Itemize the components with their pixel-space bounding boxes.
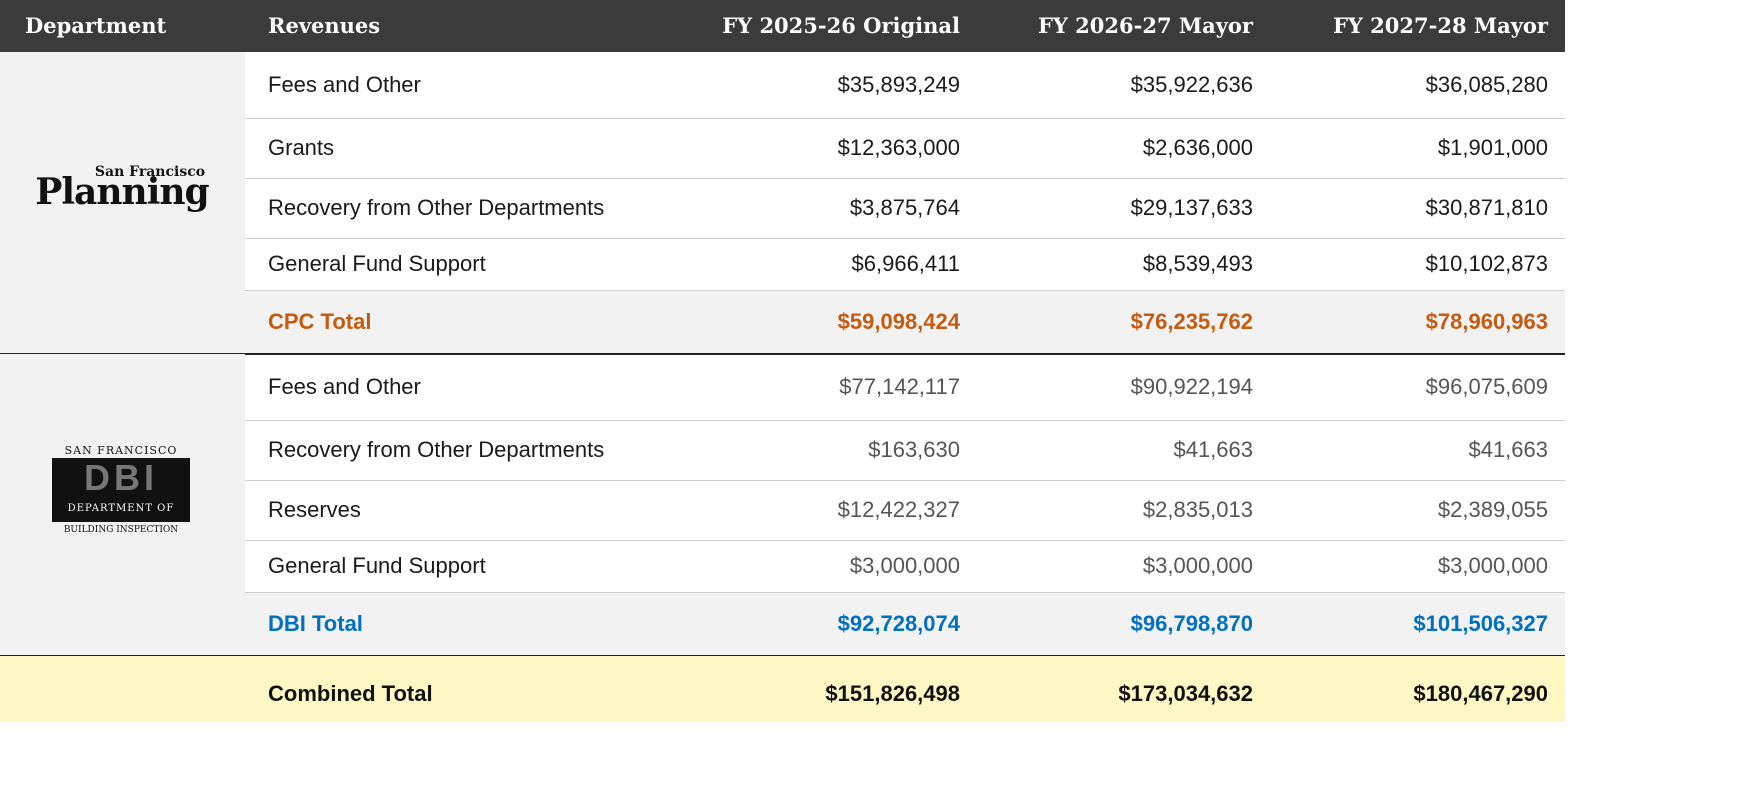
- header-cell: FY 2025-26 Original: [722, 13, 960, 38]
- logo-text: DBI: [84, 457, 158, 498]
- total-value: $96,798,870: [1130, 611, 1253, 636]
- value-cell: $41,663: [1468, 437, 1548, 462]
- value-cell: $12,363,000: [837, 135, 960, 160]
- value-cell: $96,075,609: [1425, 374, 1548, 399]
- logo-text: Planning: [35, 171, 209, 213]
- combined-value: $173,034,632: [1118, 681, 1253, 706]
- value-cell: $3,875,764: [849, 195, 960, 220]
- section-divider: [0, 353, 1565, 355]
- value-cell: $30,871,810: [1425, 195, 1548, 220]
- combined-value: $180,467,290: [1413, 681, 1548, 706]
- total-row: [245, 592, 1565, 656]
- value-cell: $29,137,633: [1130, 195, 1253, 220]
- value-cell: $3,000,000: [1437, 553, 1548, 578]
- row-label: Fees and Other: [268, 374, 421, 399]
- total-value: $59,098,424: [837, 309, 960, 334]
- combined-row: [0, 656, 1565, 722]
- combined-value: $151,826,498: [825, 681, 960, 706]
- row-divider: [245, 118, 1565, 119]
- value-cell: $2,389,055: [1437, 497, 1548, 522]
- logo-text: San Francisco: [94, 164, 206, 180]
- value-cell: $12,422,327: [837, 497, 960, 522]
- value-cell: $36,085,280: [1425, 72, 1548, 97]
- value-cell: $3,000,000: [849, 553, 960, 578]
- value-cell: $3,000,000: [1142, 553, 1253, 578]
- total-value: $101,506,327: [1413, 611, 1548, 636]
- header-cell: Department: [25, 13, 167, 38]
- value-cell: $8,539,493: [1142, 251, 1253, 276]
- header-cell: Revenues: [268, 13, 381, 38]
- row-divider: [245, 238, 1565, 239]
- header-bar: [0, 0, 1565, 52]
- row-label: Reserves: [268, 497, 361, 522]
- row-divider: [245, 420, 1565, 421]
- total-row: [245, 290, 1565, 354]
- total-value: $92,728,074: [837, 611, 960, 636]
- value-cell: $35,922,636: [1130, 72, 1253, 97]
- value-cell: $163,630: [868, 437, 960, 462]
- row-divider: [245, 480, 1565, 481]
- total-label: CPC Total: [268, 309, 372, 334]
- department-cell: [0, 52, 245, 354]
- value-cell: $90,922,194: [1130, 374, 1253, 399]
- logo-text: SAN FRANCISCO: [64, 444, 178, 457]
- row-label: Recovery from Other Departments: [268, 437, 605, 462]
- total-value: $76,235,762: [1130, 309, 1253, 334]
- value-cell: $2,835,013: [1142, 497, 1253, 522]
- row-divider: [245, 178, 1565, 179]
- row-label: General Fund Support: [268, 553, 486, 578]
- header-cell: FY 2026-27 Mayor: [1037, 13, 1253, 38]
- total-value: $78,960,963: [1425, 309, 1548, 334]
- row-label: Recovery from Other Departments: [268, 195, 605, 220]
- row-divider: [245, 540, 1565, 541]
- row-label: Grants: [268, 135, 335, 160]
- total-label: DBI Total: [268, 611, 363, 636]
- row-label: General Fund Support: [268, 251, 486, 276]
- row-label: Fees and Other: [268, 72, 421, 97]
- value-cell: $77,142,117: [839, 374, 960, 399]
- logo-text: BUILDING INSPECTION: [63, 525, 179, 535]
- value-cell: $2,636,000: [1142, 135, 1253, 160]
- logo-block: [52, 458, 190, 522]
- value-cell: $6,966,411: [851, 251, 960, 276]
- value-cell: $41,663: [1173, 437, 1253, 462]
- header-cell: FY 2027-28 Mayor: [1332, 13, 1548, 38]
- value-cell: $35,893,249: [837, 72, 960, 97]
- combined-label: Combined Total: [268, 681, 433, 706]
- value-cell: $1,901,000: [1437, 135, 1548, 160]
- value-cell: $10,102,873: [1425, 251, 1548, 276]
- logo-text: DEPARTMENT OF: [67, 503, 175, 514]
